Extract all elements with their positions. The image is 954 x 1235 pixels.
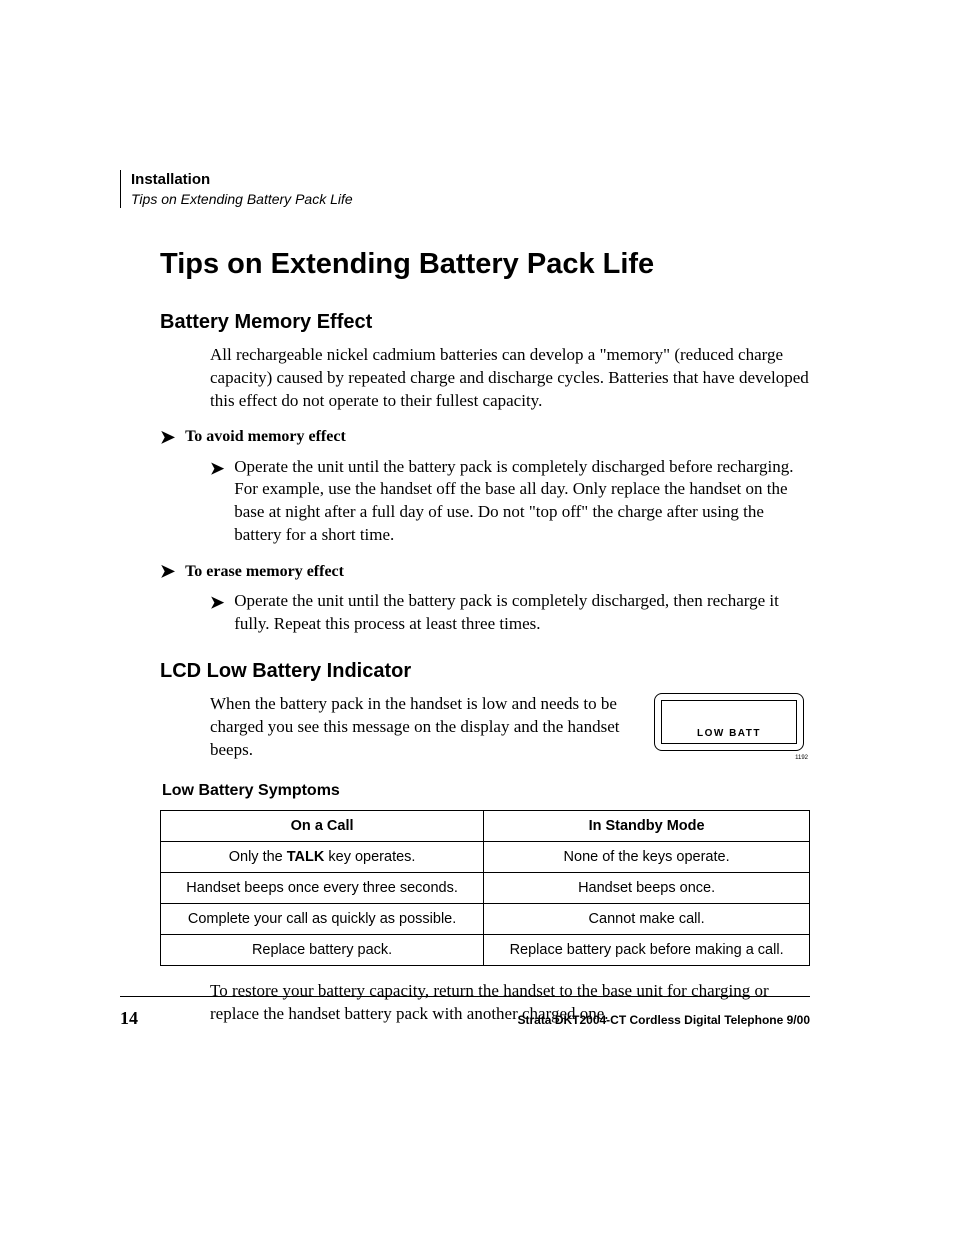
- page-footer: 14 Strata DKT2004-CT Cordless Digital Te…: [120, 1008, 810, 1029]
- section-heading-symptoms: Low Battery Symptoms: [162, 782, 810, 800]
- battery-memory-intro: All rechargeable nickel cadmium batterie…: [210, 344, 810, 413]
- lcd-display-icon: LOW BATT: [654, 693, 804, 751]
- running-header: Installation Tips on Extending Battery P…: [120, 170, 810, 208]
- cell-on-call-3: Replace battery pack.: [161, 934, 484, 965]
- table-row: Only the TALK key operates. None of the …: [161, 841, 810, 872]
- table-row: Handset beeps once every three seconds. …: [161, 872, 810, 903]
- cell-standby-3: Replace battery pack before making a cal…: [484, 934, 810, 965]
- symptoms-table: On a Call In Standby Mode Only the TALK …: [160, 810, 810, 966]
- lcd-display-text: LOW BATT: [697, 728, 761, 739]
- erase-bullet: ➤ Operate the unit until the battery pac…: [210, 590, 810, 636]
- table-row: Complete your call as quickly as possibl…: [161, 903, 810, 934]
- cell-standby-2: Cannot make call.: [484, 903, 810, 934]
- cell-standby-1: Handset beeps once.: [484, 872, 810, 903]
- arrow-icon: ➤: [160, 561, 175, 582]
- avoid-bullet: ➤ Operate the unit until the battery pac…: [210, 456, 810, 548]
- col-standby: In Standby Mode: [484, 810, 810, 841]
- erase-bullet-text: Operate the unit until the battery pack …: [234, 590, 810, 636]
- section-heading-lcd: LCD Low Battery Indicator: [160, 660, 810, 683]
- figure-number: 1192: [795, 755, 808, 761]
- step-erase-memory: ➤ To erase memory effect: [160, 561, 810, 582]
- lcd-description: When the battery pack in the handset is …: [210, 693, 634, 762]
- talk-key-label: TALK: [287, 849, 325, 865]
- header-section: Tips on Extending Battery Pack Life: [131, 190, 810, 208]
- section-heading-battery-memory: Battery Memory Effect: [160, 311, 810, 334]
- footer-rule: [120, 996, 810, 997]
- cell-on-call-0: Only the TALK key operates.: [161, 841, 484, 872]
- cell-on-call-1: Handset beeps once every three seconds.: [161, 872, 484, 903]
- table-header-row: On a Call In Standby Mode: [161, 810, 810, 841]
- header-chapter: Installation: [131, 170, 810, 190]
- footer-doc-title: Strata DKT2004-CT Cordless Digital Telep…: [517, 1013, 810, 1027]
- col-on-call: On a Call: [161, 810, 484, 841]
- bullet-icon: ➤: [210, 592, 224, 615]
- bullet-icon: ➤: [210, 458, 224, 481]
- lcd-figure: LOW BATT 1192: [654, 693, 810, 751]
- page-title: Tips on Extending Battery Pack Life: [160, 248, 810, 281]
- page-content: Installation Tips on Extending Battery P…: [120, 170, 810, 1040]
- cell-on-call-2: Complete your call as quickly as possibl…: [161, 903, 484, 934]
- avoid-bullet-text: Operate the unit until the battery pack …: [234, 456, 810, 548]
- arrow-icon: ➤: [160, 427, 175, 448]
- table-row: Replace battery pack. Replace battery pa…: [161, 934, 810, 965]
- cell-standby-0: None of the keys operate.: [484, 841, 810, 872]
- step-avoid-memory: ➤ To avoid memory effect: [160, 427, 810, 448]
- step-avoid-label: To avoid memory effect: [185, 428, 346, 446]
- page-number: 14: [120, 1008, 138, 1029]
- lcd-screen: LOW BATT: [661, 700, 797, 744]
- lcd-row: When the battery pack in the handset is …: [120, 693, 810, 762]
- step-erase-label: To erase memory effect: [185, 563, 344, 581]
